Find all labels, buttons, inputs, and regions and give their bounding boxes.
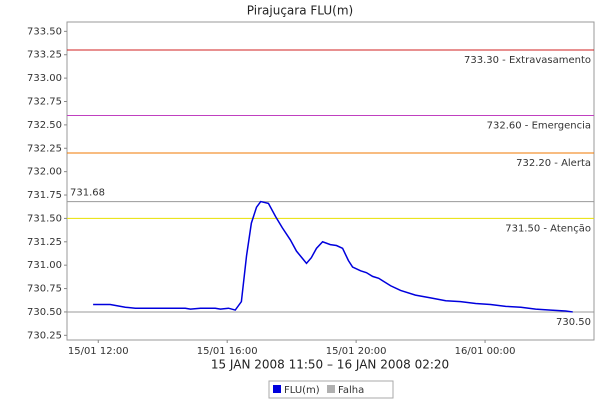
y-tick-label: 731.25 <box>27 237 62 248</box>
x-tick-label: 15/01 20:00 <box>326 346 387 357</box>
y-tick-label: 731.50 <box>27 213 62 224</box>
y-tick-label: 731.75 <box>27 190 62 201</box>
y-tick-label: 730.25 <box>27 330 62 341</box>
y-tick-label: 731.00 <box>27 260 62 271</box>
x-tick-label: 16/01 00:00 <box>455 346 516 357</box>
legend-label: Falha <box>338 385 364 396</box>
y-tick-label: 732.00 <box>27 167 62 178</box>
x-tick-label: 15/01 12:00 <box>68 346 129 357</box>
threshold-label: 732.60 - Emergencia <box>487 121 591 132</box>
chart-title: Pirajuçara FLU(m) <box>247 4 353 18</box>
threshold-label: 731.50 - Atenção <box>505 223 591 234</box>
y-tick-label: 730.75 <box>27 284 62 295</box>
x-axis-label: 15 JAN 2008 11:50 – 16 JAN 2008 02:20 <box>211 358 449 372</box>
y-tick-label: 732.50 <box>27 120 62 131</box>
threshold-label: 732.20 - Alerta <box>516 158 591 169</box>
y-tick-label: 733.00 <box>27 73 62 84</box>
y-tick-label: 733.50 <box>27 26 62 37</box>
threshold-label: 730.50 <box>556 317 591 328</box>
plot-area <box>66 21 595 341</box>
y-tick-label: 732.25 <box>27 143 62 154</box>
data-line <box>93 200 573 313</box>
legend-swatch <box>327 385 335 393</box>
y-tick-label: 733.25 <box>27 50 62 61</box>
legend-label: FLU(m) <box>284 385 320 396</box>
threshold-label: 731.68 <box>70 188 105 199</box>
y-tick-label: 730.50 <box>27 307 62 318</box>
x-tick-label: 15/01 16:00 <box>197 346 258 357</box>
threshold-label: 733.30 - Extravasamento <box>464 55 591 66</box>
y-tick-label: 732.75 <box>27 97 62 108</box>
legend-swatch <box>273 385 281 393</box>
